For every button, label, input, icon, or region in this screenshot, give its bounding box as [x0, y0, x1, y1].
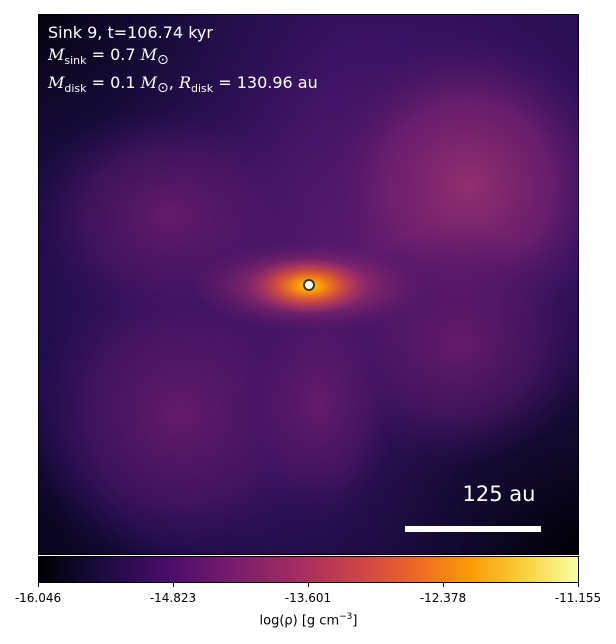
colorbar-tick [38, 583, 39, 587]
colorbar-tick [308, 583, 309, 587]
sink-mass-label: Msink = 0.7 M⊙ [48, 45, 169, 69]
scalebar [405, 526, 541, 532]
colorbar-label: log(ρ) [g cm−3] [259, 612, 358, 629]
colorbar-tick [173, 583, 174, 587]
colorbar-tick [578, 583, 579, 587]
disk-properties-label: Mdisk = 0.1 M⊙, Rdisk = 130.96 au [48, 73, 318, 97]
sink-time-label: Sink 9, t=106.74 kyr [48, 23, 213, 42]
colorbar-tick-label: -13.601 [284, 591, 332, 605]
colorbar-tick-label: -16.046 [14, 591, 62, 605]
colorbar-tick-label: -12.378 [419, 591, 467, 605]
scalebar-label: 125 au [462, 482, 536, 506]
simulation-info: Sink 9, t=106.74 kyr Msink = 0.7 M⊙ Mdis… [48, 22, 318, 100]
colorbar-tick [443, 583, 444, 587]
sink-marker [303, 279, 315, 291]
colorbar [38, 556, 579, 583]
colorbar-tick-label: -14.823 [149, 591, 197, 605]
density-map: Sink 9, t=106.74 kyr Msink = 0.7 M⊙ Mdis… [38, 14, 579, 555]
colorbar-tick-label: -11.155 [554, 591, 602, 605]
